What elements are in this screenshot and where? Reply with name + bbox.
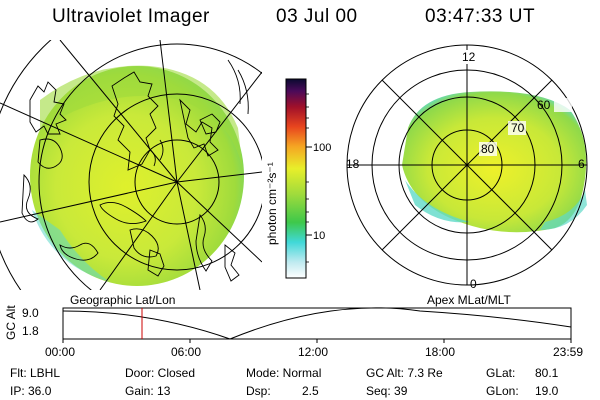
altitude-x-ticks: [62, 339, 572, 343]
altitude-timeline-plot: [62, 307, 572, 343]
mlat-label-80: 80: [481, 142, 495, 156]
colorbar-tick-10: 10: [313, 230, 325, 242]
polar-mlt-spokes: [347, 45, 587, 285]
dsp-value: 2.5: [302, 384, 319, 398]
altitude-xtick-0000: 00:00: [45, 345, 76, 359]
dsp-label: Dsp:: [246, 384, 271, 398]
altitude-xtick-1200: 12:00: [298, 345, 329, 359]
altitude-xtick-1800: 18:00: [425, 345, 456, 359]
geographic-map-label: Geographic Lat/Lon: [70, 293, 176, 307]
mlat-label-60: 60: [537, 98, 551, 112]
mlt-label-dawn: 6: [578, 157, 585, 171]
mlt-label-noon: 12: [462, 50, 476, 64]
apex-map-label: Apex MLat/MLT: [427, 293, 511, 307]
door-readout: Door: Closed: [125, 366, 196, 380]
meridian-lines: [0, 40, 262, 290]
color-scale-gradient: [285, 78, 307, 279]
ip-readout: IP: 36.0: [10, 384, 52, 398]
altitude-ytick-low: 1.8: [22, 324, 39, 338]
altitude-ytick-high: 9.0: [22, 306, 39, 320]
aurora-oval-region: [402, 91, 587, 233]
altitude-plot-frame: [62, 307, 572, 340]
gain-readout: Gain: 13: [125, 384, 171, 398]
mlt-label-dusk: 18: [346, 157, 360, 171]
latitude-circles: [0, 40, 262, 290]
color-scale-bar: [285, 78, 312, 279]
polar-mlt-plot: [346, 44, 588, 286]
mlt-label-midnight: 0: [470, 277, 477, 291]
altitude-xtick-2359: 23:59: [553, 345, 584, 359]
glon-label: GLon:: [486, 384, 519, 398]
glon-value: 19.0: [535, 384, 559, 398]
app-title: Ultraviolet Imager: [52, 6, 210, 27]
filter-readout: Flt: LBHL: [10, 366, 61, 380]
time-readout: 03:47:33 UT: [425, 6, 536, 27]
altitude-xtick-0600: 06:00: [171, 345, 202, 359]
date-readout: 03 Jul 00: [276, 6, 358, 27]
colorbar-tick-100: 100: [313, 142, 331, 154]
gc-alt-readout: GC Alt: 7.3 Re: [366, 366, 443, 380]
mlat-label-70: 70: [511, 121, 525, 135]
altitude-y-label: GC Alt: [4, 305, 18, 340]
seq-readout: Seq: 39: [366, 384, 408, 398]
geographic-image-panel: [0, 40, 262, 290]
mode-readout: Mode: Normal: [246, 366, 322, 380]
glat-label: GLat:: [486, 366, 516, 380]
coastlines: [21, 59, 249, 282]
aurora-emission-region: [30, 66, 244, 286]
colorbar-unit-label: photon cm⁻²s⁻¹: [265, 162, 279, 245]
glat-value: 80.1: [535, 366, 559, 380]
altitude-trace: [62, 307, 572, 340]
